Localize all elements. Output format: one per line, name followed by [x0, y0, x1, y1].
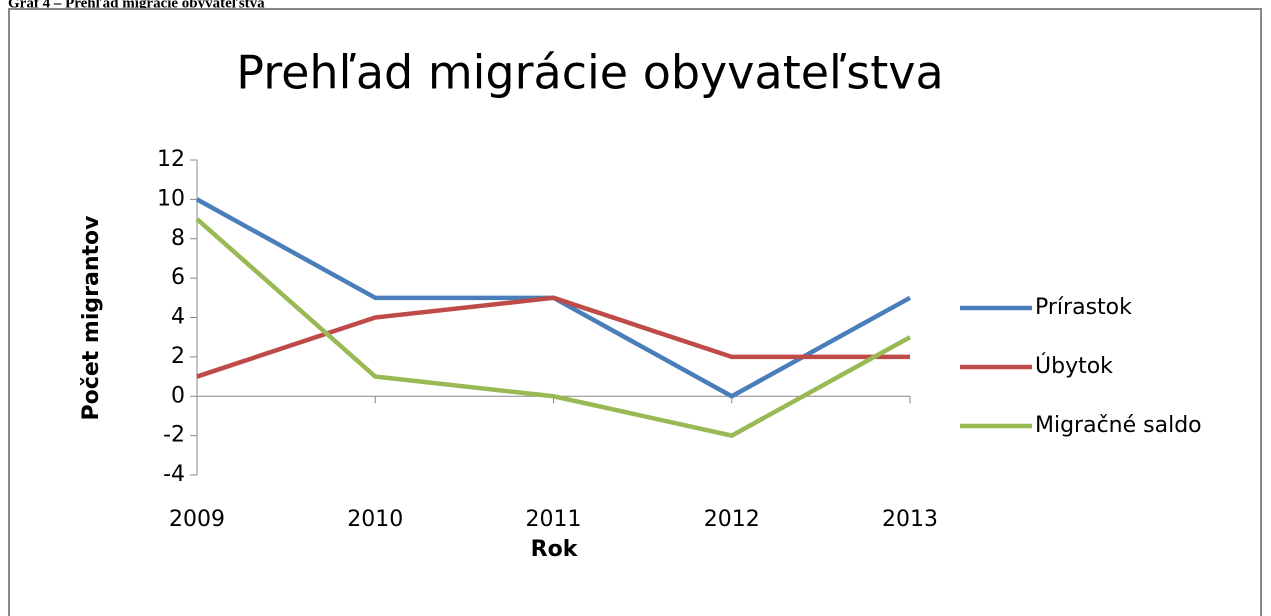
x-tick-label: 2011	[526, 507, 582, 532]
series-line	[195, 217, 912, 438]
x-tick-label: 2013	[882, 507, 938, 532]
y-tick-label: 0	[171, 383, 185, 408]
caption: Graf 4 – Prehľad migrácie obyvateľstva	[8, 0, 265, 11]
y-axis-label: Počet migrantov	[79, 215, 104, 421]
y-tick-label: 10	[157, 186, 185, 211]
chart-title: Prehľad migrácie obyvateľstva	[236, 46, 943, 100]
legend-label: Úbytok	[1035, 353, 1113, 379]
y-tick-label: 8	[171, 226, 185, 251]
legend-label: Prírastok	[1035, 295, 1132, 320]
y-tick-label: 12	[157, 147, 185, 172]
series-line	[196, 295, 910, 379]
y-tick-label: -2	[163, 423, 185, 448]
x-axis-label: Rok	[531, 537, 579, 562]
y-tick-label: -4	[163, 462, 185, 487]
y-tick-label: 2	[171, 344, 185, 369]
chart-frame	[8, 8, 1262, 616]
x-tick-label: 2009	[169, 507, 225, 532]
y-tick-label: 4	[171, 305, 185, 330]
y-tick-label: 6	[171, 265, 185, 290]
x-tick-label: 2010	[347, 507, 403, 532]
x-tick-label: 2012	[704, 507, 760, 532]
legend-label: Migračné saldo	[1035, 413, 1202, 438]
